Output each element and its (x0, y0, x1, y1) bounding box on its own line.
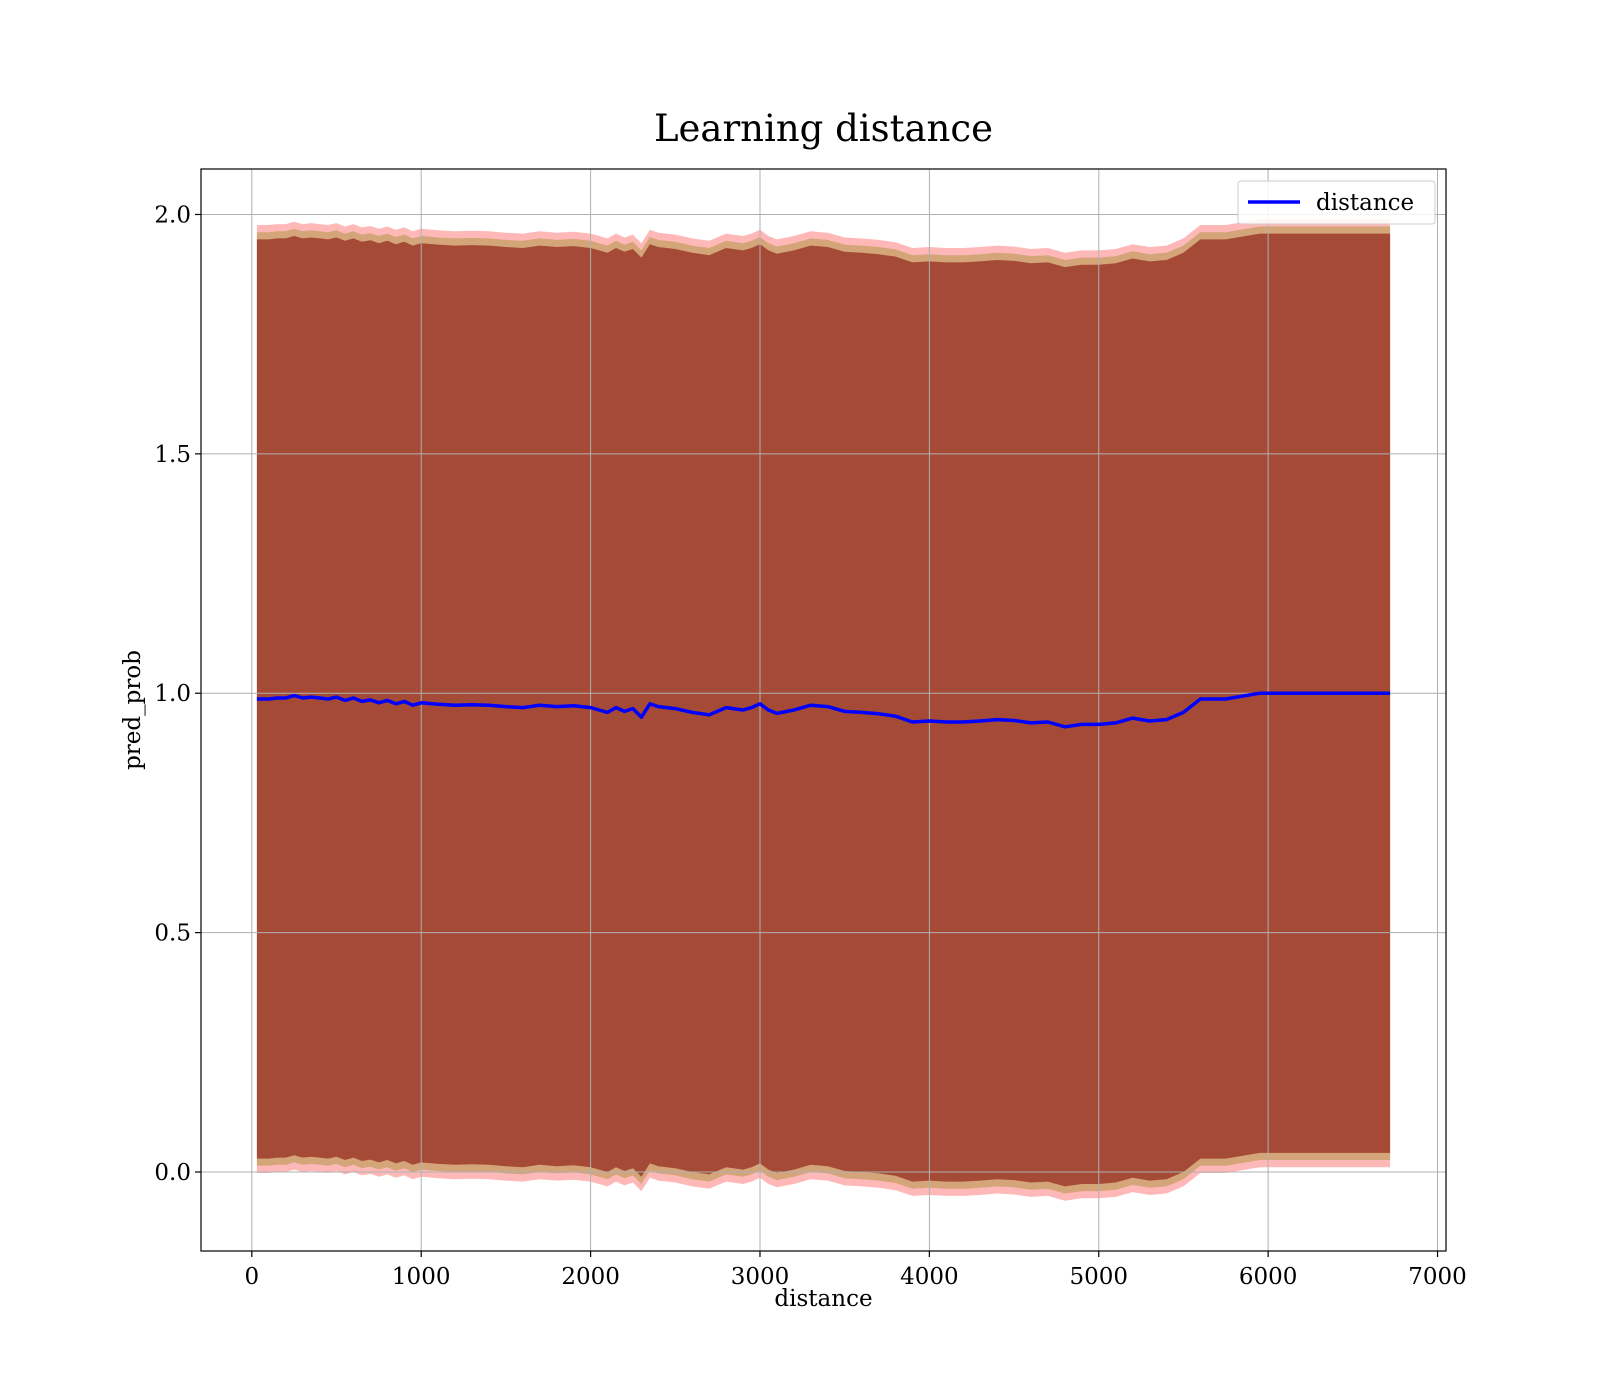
x-tick-label: 5000 (1069, 1264, 1128, 1290)
legend-box (1237, 180, 1436, 225)
y-tick-label: 1.0 (154, 681, 191, 707)
x-tick-label: 0 (244, 1264, 259, 1290)
x-tick-label: 1000 (392, 1264, 451, 1290)
x-tick-label: 4000 (900, 1264, 959, 1290)
y-axis-ticks: 0.0 0.5 1.0 1.5 2.0 (154, 202, 201, 1186)
y-axis-label: pred_prob (120, 650, 146, 770)
y-tick-label: 1.5 (154, 442, 191, 468)
x-tick-label: 3000 (731, 1264, 790, 1290)
confidence-bands (256, 219, 1391, 1201)
chart-title: Learning distance (654, 107, 993, 150)
legend-label-distance: distance (1316, 190, 1414, 216)
band-inner (256, 233, 1391, 1187)
x-axis-ticks: 0 1000 2000 3000 4000 5000 6000 7000 (244, 1251, 1467, 1290)
plot-frame (200, 168, 1447, 1252)
y-tick-label: 0.5 (154, 921, 191, 947)
x-tick-label: 2000 (561, 1264, 620, 1290)
grid-lines (201, 169, 1446, 1251)
y-tick-label: 0.0 (154, 1160, 191, 1186)
x-axis-label: distance (774, 1286, 872, 1312)
x-tick-label: 7000 (1408, 1264, 1467, 1290)
x-tick-label: 6000 (1239, 1264, 1298, 1290)
y-tick-label: 2.0 (154, 202, 191, 228)
series-line-distance (256, 691, 1391, 729)
legend: distance (1237, 180, 1436, 225)
series-line-layer (256, 691, 1391, 729)
